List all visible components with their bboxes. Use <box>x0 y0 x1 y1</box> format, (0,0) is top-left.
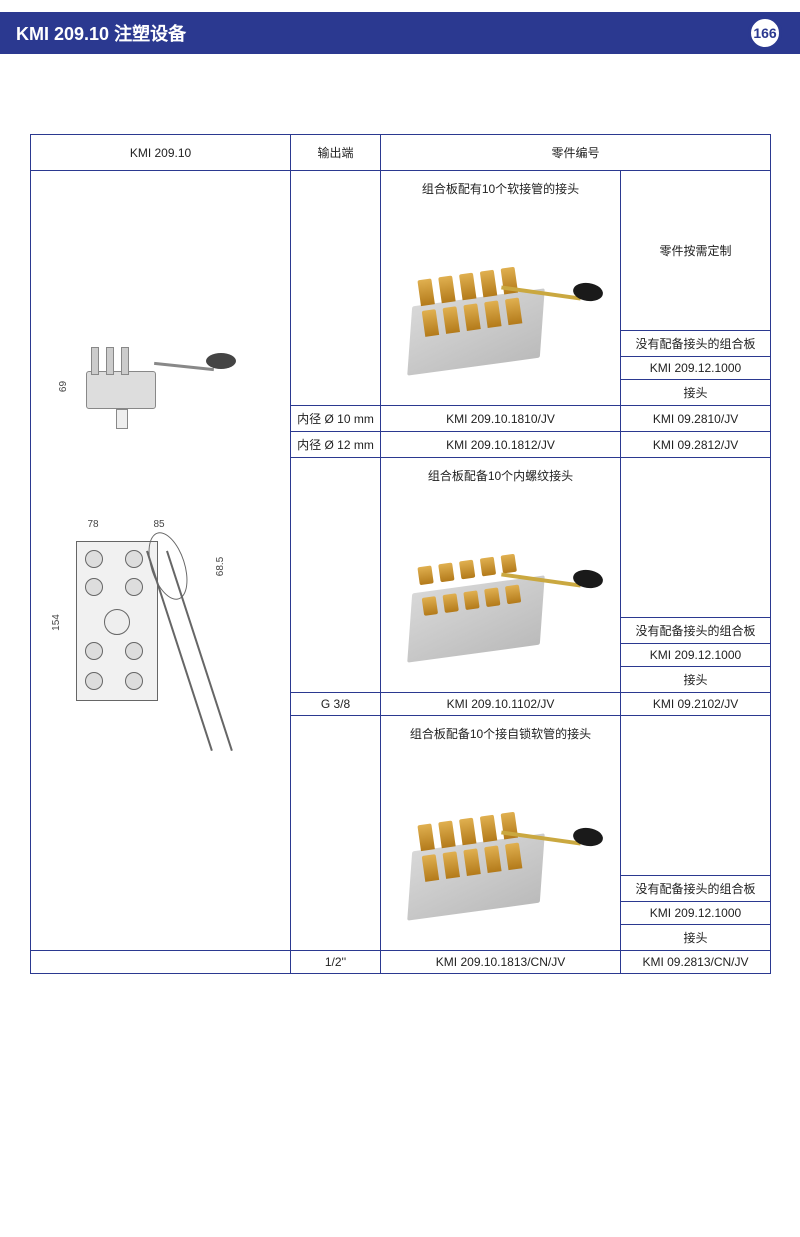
s2-blank <box>621 458 771 618</box>
content-area: KMI 209.10 输出端 零件编号 69 <box>0 54 800 994</box>
s3-diagram-bottom <box>31 951 291 974</box>
s2-partcode: KMI 209.12.1000 <box>621 644 771 667</box>
top-view-drawing: 78 85 68.5 154 <box>56 491 266 801</box>
s1r0-output: 内径 Ø 10 mm <box>291 406 381 432</box>
s1-partcode: KMI 209.12.1000 <box>621 357 771 380</box>
side-view-drawing: 69 <box>76 341 246 431</box>
table-header-row: KMI 209.10 输出端 零件编号 <box>31 135 771 171</box>
s1r1-part: KMI 209.10.1812/JV <box>381 432 621 458</box>
s3-blank <box>621 716 771 876</box>
s1r1-custom: KMI 09.2812/JV <box>621 432 771 458</box>
section-2-output-span <box>291 458 381 693</box>
technical-drawing: 69 78 85 68.5 154 <box>46 311 276 811</box>
s3r0-custom: KMI 09.2813/CN/JV <box>621 951 771 974</box>
product-image-1 <box>401 237 601 387</box>
section-1-desc: 组合板配有10个软接管的接头 <box>381 171 621 406</box>
s3-conn-label: 接头 <box>621 925 771 951</box>
col-header-output: 输出端 <box>291 135 381 171</box>
page-number-badge: 166 <box>748 16 782 50</box>
s2r0-output: G 3/8 <box>291 693 381 716</box>
section-3-desc: 组合板配备10个接自锁软管的接头 <box>381 716 621 951</box>
s1r1-output: 内径 Ø 12 mm <box>291 432 381 458</box>
section-2-desc: 组合板配备10个内螺纹接头 <box>381 458 621 693</box>
s2-conn-label: 接头 <box>621 667 771 693</box>
product-image-3 <box>401 782 601 932</box>
spec-table: KMI 209.10 输出端 零件编号 69 <box>30 134 771 974</box>
col-header-part: 零件编号 <box>381 135 771 171</box>
s3-noconn: 没有配备接头的组合板 <box>621 876 771 902</box>
product-image-2 <box>401 524 601 674</box>
s1-conn-label: 接头 <box>621 380 771 406</box>
dim-w2: 85 <box>154 519 165 530</box>
s1-noconn: 没有配备接头的组合板 <box>621 331 771 357</box>
dim-body-h: 154 <box>50 614 61 631</box>
header-title: KMI 209.10 注塑设备 <box>16 20 186 46</box>
s3r0-part: KMI 209.10.1813/CN/JV <box>381 951 621 974</box>
s2r0-part: KMI 209.10.1102/JV <box>381 693 621 716</box>
section-3-output-span <box>291 716 381 951</box>
page-header: KMI 209.10 注塑设备 166 <box>0 12 800 54</box>
s3-partcode: KMI 209.12.1000 <box>621 902 771 925</box>
s3r0-output: 1/2'' <box>291 951 381 974</box>
dim-height: 69 <box>58 380 69 391</box>
section-1-top: 69 78 85 68.5 154 <box>31 171 771 331</box>
dim-w1: 78 <box>88 519 99 530</box>
s2r0-custom: KMI 09.2102/JV <box>621 693 771 716</box>
diagram-cell: 69 78 85 68.5 154 <box>31 171 291 951</box>
s3-row-0: 1/2'' KMI 209.10.1813/CN/JV KMI 09.2813/… <box>31 951 771 974</box>
s1r0-part: KMI 209.10.1810/JV <box>381 406 621 432</box>
section-1-output-span <box>291 171 381 406</box>
s2-noconn: 没有配备接头的组合板 <box>621 618 771 644</box>
section-1-custom-head: 零件按需定制 <box>621 171 771 331</box>
s1r0-custom: KMI 09.2810/JV <box>621 406 771 432</box>
col-header-model: KMI 209.10 <box>31 135 291 171</box>
